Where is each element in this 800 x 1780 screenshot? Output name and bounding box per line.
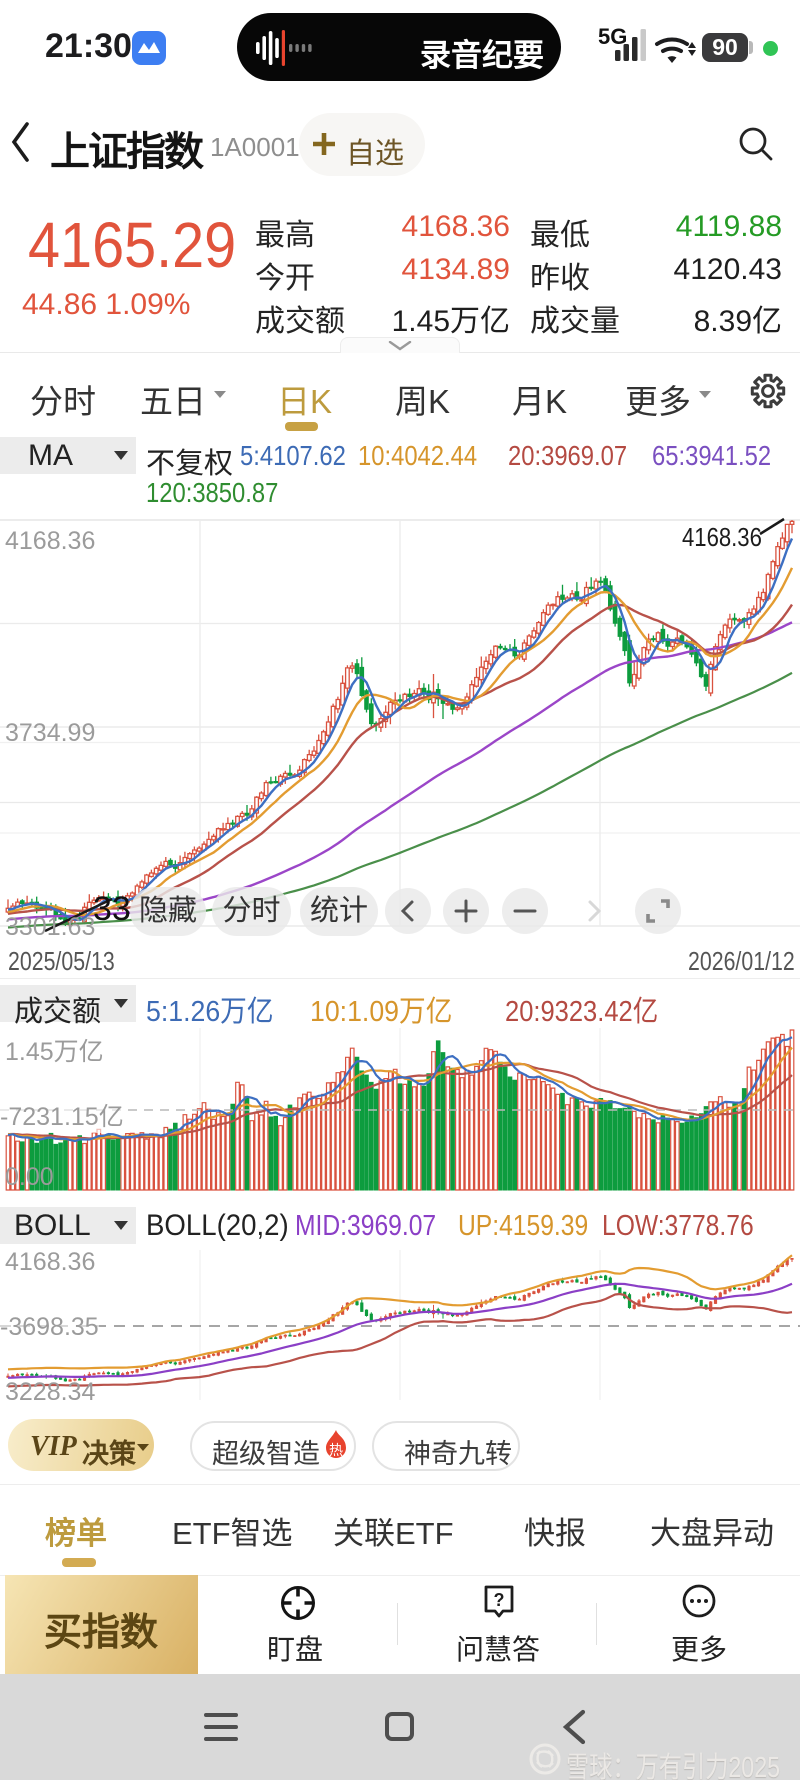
svg-text:热: 热 [329,1442,343,1458]
svg-text:?: ? [494,1590,505,1610]
